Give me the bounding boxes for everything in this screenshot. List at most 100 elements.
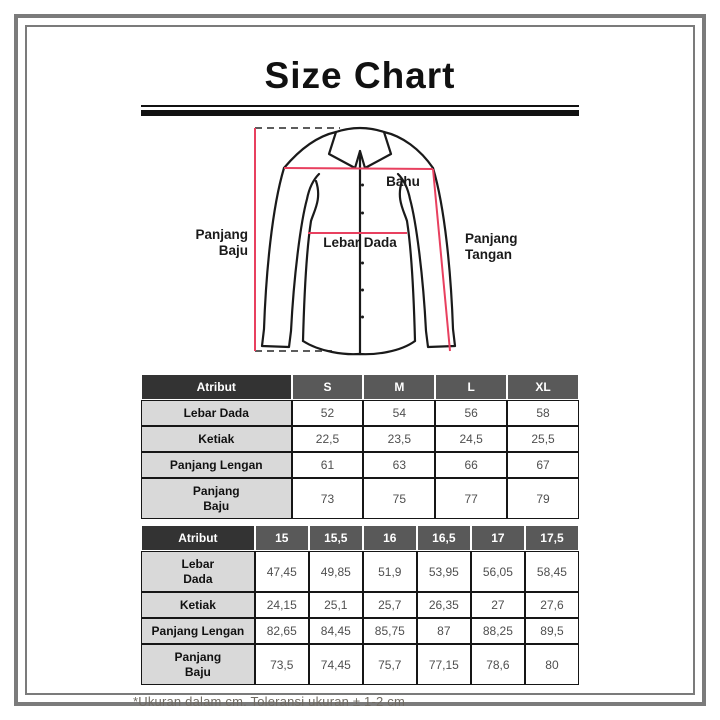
value-cell: 27,6 xyxy=(524,592,579,618)
row-label-cell: Panjang Lengan xyxy=(141,452,292,478)
label-body-length-1: Panjang xyxy=(195,227,248,242)
size-header-cell: 17 xyxy=(470,525,525,551)
size-table-letter: Atribut S M L XL Lebar Dada 52 54 56 58 Ketiak 22,5… xyxy=(141,374,579,519)
value-cell: 73 xyxy=(291,478,364,519)
collar-right-flap xyxy=(358,130,393,170)
size-header-cell: 16,5 xyxy=(416,525,471,551)
collar-top xyxy=(334,126,386,134)
size-header-cell: 15,5 xyxy=(308,525,363,551)
table-row: Ketiak 24,15 25,1 25,7 26,35 27 27,6 xyxy=(141,592,579,618)
value-cell: 78,6 xyxy=(470,644,525,685)
right-shoulder xyxy=(382,130,435,170)
size-header-cell: L xyxy=(435,374,508,400)
value-cell: 88,25 xyxy=(470,618,525,644)
value-cell: 51,9 xyxy=(362,551,417,592)
sleeve-length-line xyxy=(432,168,451,352)
value-cell: 56 xyxy=(435,400,508,426)
value-cell: 84,45 xyxy=(308,618,363,644)
value-cell: 23,5 xyxy=(363,426,436,452)
row-label-cell: Lebar Dada xyxy=(141,551,255,592)
label-shoulder: Bahu xyxy=(386,174,420,189)
collar-left-flap xyxy=(327,130,362,170)
label-body-length-2: Baju xyxy=(219,243,248,258)
footnote: *Ukuran dalam cm. Toleransi ukuran ± 1-2… xyxy=(133,694,405,709)
header-row: Atribut S M L XL xyxy=(141,374,579,400)
value-cell: 61 xyxy=(291,452,364,478)
table-row: Panjang Lengan 61 63 66 67 xyxy=(141,452,579,478)
value-cell: 27 xyxy=(470,592,525,618)
row-label-cell: Panjang Baju xyxy=(141,644,255,685)
value-cell: 22,5 xyxy=(291,426,364,452)
right-armhole-and-side xyxy=(398,179,417,343)
value-cell: 58 xyxy=(507,400,579,426)
left-armhole-and-side xyxy=(301,179,320,343)
value-cell: 75,7 xyxy=(362,644,417,685)
value-cell: 87 xyxy=(416,618,471,644)
value-cell: 73,5 xyxy=(254,644,309,685)
label-sleeve-length-1: Panjang xyxy=(465,231,518,246)
value-cell: 82,65 xyxy=(254,618,309,644)
outer-frame xyxy=(14,14,706,706)
value-cell: 53,95 xyxy=(416,551,471,592)
size-header-cell: 17,5 xyxy=(524,525,579,551)
buttons xyxy=(361,183,364,319)
table-row: Panjang Lengan 82,65 84,45 85,75 87 88,25 89,5 xyxy=(141,618,579,644)
row-label-cell: Panjang Baju xyxy=(141,478,292,519)
value-cell: 63 xyxy=(363,452,436,478)
size-header-cell: 15 xyxy=(254,525,309,551)
value-cell: 66 xyxy=(435,452,508,478)
value-cell: 80 xyxy=(524,644,579,685)
title-divider xyxy=(141,105,579,116)
value-cell: 25,5 xyxy=(507,426,579,452)
row-label-cell: Ketiak xyxy=(141,592,255,618)
size-table-collar: Atribut 15 15,5 16 16,5 17 17,5 Lebar Dada 47,45 4… xyxy=(141,525,579,685)
table-row: Panjang Baju 73 75 77 79 xyxy=(141,478,579,519)
value-cell: 77,15 xyxy=(416,644,471,685)
table-row: Lebar Dada 52 54 56 58 xyxy=(141,400,579,426)
measurement-lines xyxy=(254,128,451,352)
label-sleeve-length-2: Tangan xyxy=(465,247,512,262)
value-cell: 75 xyxy=(363,478,436,519)
dashed-guide-lines xyxy=(255,127,340,352)
size-header-cell: XL xyxy=(507,374,579,400)
divider-thin-line xyxy=(141,105,579,107)
size-header-cell: M xyxy=(363,374,436,400)
value-cell: 67 xyxy=(507,452,579,478)
value-cell: 56,05 xyxy=(470,551,525,592)
divider-thick-line xyxy=(141,110,579,116)
value-cell: 54 xyxy=(363,400,436,426)
size-header-cell: 16 xyxy=(362,525,417,551)
shirt-diagram-svg: Bahu Lebar Dada Panjang Baju Panjang Tan… xyxy=(195,126,518,356)
value-cell: 79 xyxy=(507,478,579,519)
value-cell: 49,85 xyxy=(308,551,363,592)
row-label-cell: Ketiak xyxy=(141,426,292,452)
table-row: Lebar Dada 47,45 49,85 51,9 53,95 56,05 58,45 xyxy=(141,551,579,592)
value-cell: 85,75 xyxy=(362,618,417,644)
shirt-measurement-diagram: Bahu Lebar Dada Panjang Baju Panjang Tan… xyxy=(160,123,560,368)
label-chest: Lebar Dada xyxy=(323,235,397,250)
table-row: Panjang Baju 73,5 74,45 75,7 77,15 78,6 80 xyxy=(141,644,579,685)
value-cell: 52 xyxy=(291,400,364,426)
value-cell: 24,15 xyxy=(254,592,309,618)
left-shoulder xyxy=(282,130,338,170)
value-cell: 47,45 xyxy=(254,551,309,592)
row-label-cell: Panjang Lengan xyxy=(141,618,255,644)
left-sleeve xyxy=(260,166,321,349)
right-sleeve xyxy=(396,166,457,349)
value-cell: 26,35 xyxy=(416,592,471,618)
value-cell: 24,5 xyxy=(435,426,508,452)
size-chart-page: Size Chart xyxy=(27,27,693,709)
attribute-header-cell: Atribut xyxy=(141,525,255,551)
shoulder-line xyxy=(283,167,434,170)
inner-frame xyxy=(25,25,695,695)
table-row: Ketiak 22,5 23,5 24,5 25,5 xyxy=(141,426,579,452)
attribute-header-cell: Atribut xyxy=(141,374,292,400)
row-label-cell: Lebar Dada xyxy=(141,400,292,426)
size-header-cell: S xyxy=(291,374,364,400)
value-cell: 25,7 xyxy=(362,592,417,618)
value-cell: 58,45 xyxy=(524,551,579,592)
value-cell: 25,1 xyxy=(308,592,363,618)
shirt-outline xyxy=(260,126,457,356)
value-cell: 89,5 xyxy=(524,618,579,644)
header-row: Atribut 15 15,5 16 16,5 17 17,5 xyxy=(141,525,579,551)
